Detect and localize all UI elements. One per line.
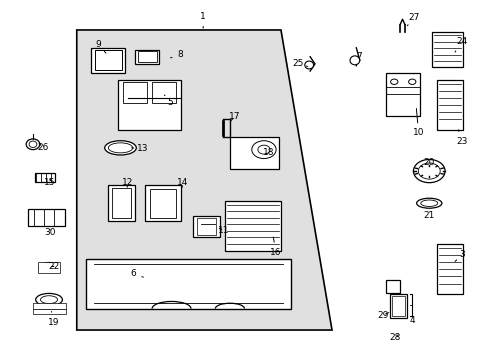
Text: 20: 20 <box>423 158 434 167</box>
Bar <box>193 216 220 237</box>
Text: 6: 6 <box>130 269 143 278</box>
Ellipse shape <box>104 141 136 155</box>
Text: 27: 27 <box>407 13 419 26</box>
Text: 25: 25 <box>292 59 307 68</box>
Text: 28: 28 <box>389 333 400 342</box>
Text: 11: 11 <box>218 226 229 235</box>
Text: 24: 24 <box>454 37 467 52</box>
Ellipse shape <box>26 139 40 150</box>
Bar <box>436 80 462 130</box>
Text: 18: 18 <box>263 148 274 157</box>
Ellipse shape <box>413 159 444 183</box>
Bar <box>389 294 407 318</box>
Bar <box>28 208 64 226</box>
Bar <box>33 309 66 314</box>
Bar <box>431 32 462 67</box>
Text: 26: 26 <box>37 143 48 152</box>
Text: 7: 7 <box>356 52 362 61</box>
Ellipse shape <box>304 61 313 69</box>
Text: 14: 14 <box>176 178 187 187</box>
Text: 22: 22 <box>48 262 60 271</box>
Bar <box>391 296 405 316</box>
Bar <box>385 73 419 116</box>
Ellipse shape <box>36 293 62 306</box>
Polygon shape <box>77 30 331 330</box>
Bar <box>122 82 147 103</box>
Text: 9: 9 <box>96 40 106 53</box>
Text: 1: 1 <box>200 12 205 28</box>
Text: 29: 29 <box>377 311 388 320</box>
Text: 15: 15 <box>44 178 56 187</box>
Text: 10: 10 <box>412 108 424 138</box>
Text: 21: 21 <box>423 211 434 220</box>
Bar <box>224 202 281 251</box>
Bar <box>38 262 60 273</box>
Text: 5: 5 <box>164 95 173 107</box>
Bar <box>436 244 462 294</box>
Ellipse shape <box>416 198 441 208</box>
Text: 19: 19 <box>48 311 60 327</box>
Text: 13: 13 <box>131 144 148 153</box>
Bar <box>135 50 159 64</box>
Bar <box>144 185 181 221</box>
Text: 8: 8 <box>170 50 183 59</box>
Bar <box>95 50 122 70</box>
Text: 4: 4 <box>408 315 414 324</box>
Ellipse shape <box>349 56 359 65</box>
Text: 12: 12 <box>122 178 133 187</box>
Bar <box>385 280 399 293</box>
Bar <box>137 51 157 62</box>
Text: 17: 17 <box>228 112 240 121</box>
Bar <box>33 303 66 309</box>
Text: 23: 23 <box>456 130 467 146</box>
Bar <box>152 82 176 103</box>
Bar <box>35 173 55 182</box>
Bar <box>229 137 278 169</box>
Text: 30: 30 <box>44 228 56 237</box>
Polygon shape <box>86 258 290 309</box>
Ellipse shape <box>39 262 59 273</box>
Bar <box>197 218 216 235</box>
Bar <box>91 48 125 73</box>
Bar <box>112 188 130 218</box>
Text: 16: 16 <box>270 237 281 257</box>
Bar <box>108 185 135 221</box>
Bar <box>149 189 176 217</box>
Text: 3: 3 <box>454 250 464 261</box>
Bar <box>118 80 181 130</box>
